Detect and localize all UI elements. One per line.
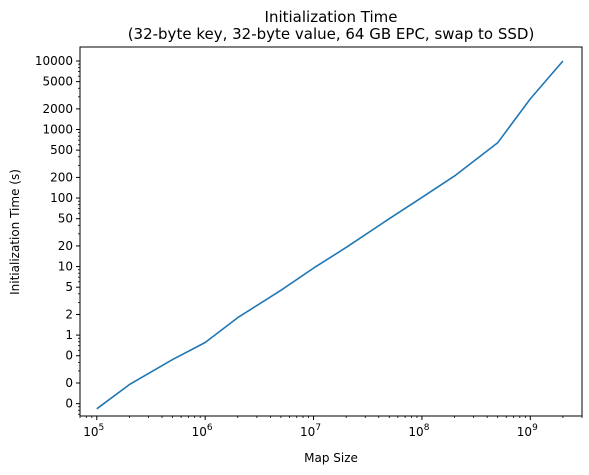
y-tick-label: 50 [58, 212, 73, 226]
y-tick-label: 100 [50, 191, 73, 205]
x-tick-label: 107 [300, 423, 321, 439]
y-tick-label: 5 [65, 280, 73, 294]
y-tick-label: 1000 [42, 123, 73, 137]
plot-frame [79, 46, 583, 417]
y-tick-label: 200 [50, 170, 73, 184]
y-tick-label: 0 [65, 376, 73, 390]
y-tick-label: 1 [65, 328, 73, 342]
y-tick-label: 20 [58, 239, 73, 253]
y-tick-label: 0 [65, 397, 73, 411]
y-tick-label: 2 [65, 307, 73, 321]
x-tick-label: 109 [517, 423, 538, 439]
y-tick-label: 10000 [35, 54, 73, 68]
chart-title: Initialization Time [265, 8, 398, 26]
y-tick-label: 2000 [42, 102, 73, 116]
x-tick-label: 106 [192, 423, 213, 439]
y-tick-label: 5000 [42, 75, 73, 89]
y-tick-label: 10 [58, 260, 73, 274]
series-line [96, 60, 564, 410]
chart-subtitle: (32-byte key, 32-byte value, 64 GB EPC, … [128, 25, 535, 43]
y-tick-label: 0 [65, 349, 73, 363]
x-axis-label: Map Size [304, 451, 358, 465]
y-axis-label: Initialization Time (s) [8, 169, 22, 295]
x-tick-label: 105 [83, 423, 104, 439]
x-tick-label: 108 [408, 423, 429, 439]
y-tick-label: 500 [50, 143, 73, 157]
